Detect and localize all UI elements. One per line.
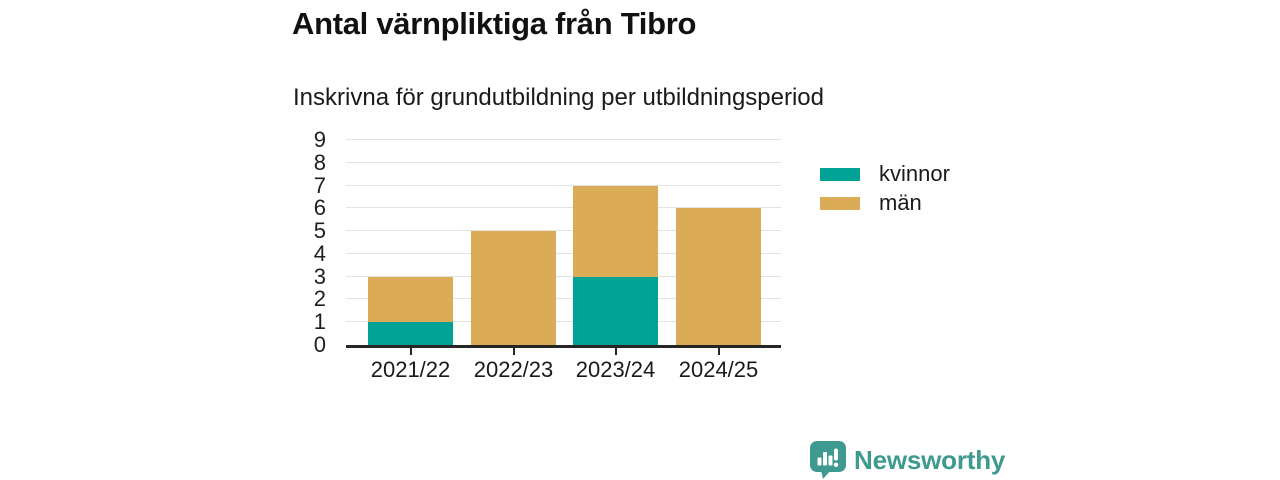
gridline-4 bbox=[346, 252, 781, 254]
x-axis-label-2023/24: 2023/24 bbox=[575, 357, 656, 382]
x-axis-tick-2024/25 bbox=[717, 348, 720, 355]
y-axis-label-6: 6 bbox=[313, 195, 326, 221]
x-axis: 2021/22 2022/23 2023/24 2024/25 bbox=[346, 357, 781, 385]
x-axis-tick-2021/22 bbox=[409, 348, 412, 355]
legend-label-man: män bbox=[879, 190, 922, 215]
y-axis-label-9: 9 bbox=[313, 127, 326, 152]
x-axis-tick-2023/24 bbox=[614, 348, 617, 355]
y-axis-label-7: 7 bbox=[313, 172, 326, 198]
legend-swatch-man bbox=[820, 196, 860, 210]
y-axis-label-0: 0 bbox=[313, 332, 326, 357]
y-axis-label-3: 3 bbox=[313, 263, 326, 289]
bar-2021/22-män bbox=[368, 276, 453, 323]
gridline-8 bbox=[346, 161, 781, 163]
plot-area bbox=[346, 139, 781, 355]
y-axis-label-2: 2 bbox=[313, 286, 326, 312]
x-axis-tick-2022/23 bbox=[512, 348, 515, 355]
legend-swatch-kvinnor bbox=[820, 167, 860, 181]
x-axis-label-2021/22: 2021/22 bbox=[370, 357, 451, 382]
x-axis-label-2022/23: 2022/23 bbox=[473, 357, 554, 382]
speech-bubble-bar-chart-icon bbox=[810, 441, 854, 479]
gridline-1 bbox=[346, 321, 781, 323]
legend-label-kvinnor: kvinnor bbox=[879, 161, 950, 186]
bar-2023/24-män bbox=[573, 185, 658, 277]
gridline-7 bbox=[346, 184, 781, 186]
bar-2024/25-män bbox=[676, 208, 761, 345]
gridline-6 bbox=[346, 207, 781, 209]
newsworthy-wordmark: Newsworthy bbox=[854, 444, 1006, 475]
y-axis-label-1: 1 bbox=[313, 309, 326, 335]
gridline-9 bbox=[346, 139, 781, 140]
chart-title: Antal värnpliktiga från Tibro bbox=[292, 6, 697, 41]
legend-item-kvinnor: kvinnor bbox=[820, 163, 950, 185]
gridline-2 bbox=[346, 298, 781, 300]
bar-2021/22-kvinnor bbox=[368, 322, 453, 345]
gridline-3 bbox=[346, 275, 781, 277]
chart-subtitle: Inskrivna för grundutbildning per utbild… bbox=[293, 84, 824, 111]
bar-2022/23-män bbox=[471, 231, 556, 345]
legend-item-man: män bbox=[820, 192, 950, 214]
bar-2023/24-kvinnor bbox=[573, 276, 658, 345]
x-axis-label-2024/25: 2024/25 bbox=[678, 357, 759, 382]
y-axis-label-4: 4 bbox=[313, 240, 326, 266]
gridline-5 bbox=[346, 230, 781, 232]
newsworthy-logo: Newsworthy bbox=[810, 441, 1005, 479]
y-axis-label-5: 5 bbox=[313, 218, 326, 244]
legend: kvinnor män bbox=[820, 163, 950, 221]
y-axis-label-8: 8 bbox=[313, 149, 326, 175]
